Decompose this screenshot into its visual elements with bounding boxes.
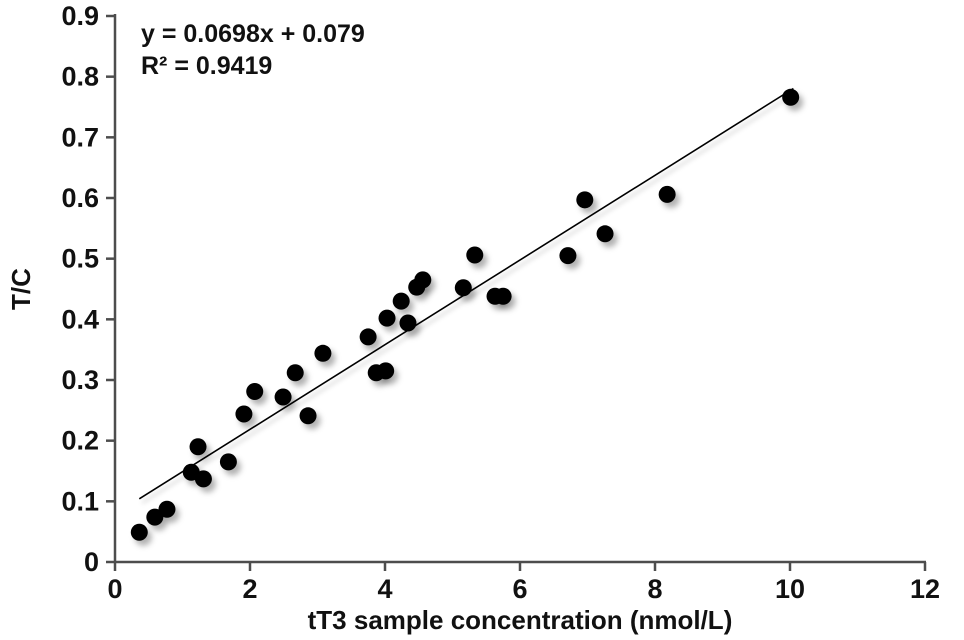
- y-tick-label: 0.4: [61, 304, 99, 334]
- y-tick-label: 0.2: [61, 426, 99, 456]
- data-point: [189, 438, 207, 456]
- data-point: [219, 453, 237, 471]
- data-points: [130, 88, 800, 541]
- r-squared-text: R² = 0.9419: [141, 52, 272, 80]
- data-point: [576, 191, 594, 209]
- x-tick-label: 8: [647, 574, 662, 604]
- y-tick-label: 0.8: [61, 62, 99, 92]
- tick-labels: 0 2 4 6 8 10 12 0 0.1 0.2 0.3 0.4 0.5 0.6 0.7 0.8 0.9: [61, 1, 940, 604]
- x-tick-label: 2: [242, 574, 257, 604]
- y-tick-label: 0.9: [61, 1, 99, 31]
- y-tick-label: 0.6: [61, 183, 99, 213]
- data-point: [414, 271, 432, 289]
- data-point: [399, 314, 417, 332]
- data-point: [146, 508, 164, 526]
- data-point: [274, 388, 292, 406]
- data-point: [782, 88, 800, 106]
- data-point: [377, 362, 395, 380]
- data-point: [286, 364, 304, 382]
- y-tick-label: 0.1: [61, 486, 99, 516]
- regression-equation-text: y = 0.0698x + 0.079: [141, 20, 365, 48]
- data-point: [658, 185, 676, 203]
- data-point: [378, 309, 396, 327]
- data-point: [130, 523, 148, 541]
- x-tick-label: 4: [377, 574, 392, 604]
- data-point: [596, 225, 614, 243]
- x-tick-label: 0: [107, 574, 122, 604]
- x-tick-label: 12: [910, 574, 940, 604]
- x-axis-title: tT3 sample concentration (nmol/L): [308, 605, 733, 635]
- data-point: [494, 287, 512, 305]
- data-point: [392, 292, 410, 310]
- y-tick-label: 0: [84, 547, 99, 577]
- data-point: [466, 246, 484, 264]
- data-point: [314, 344, 332, 362]
- data-point: [359, 328, 377, 346]
- data-point: [246, 383, 264, 401]
- y-tick-label: 0.7: [61, 122, 99, 152]
- data-point: [299, 407, 317, 425]
- data-point: [158, 500, 176, 518]
- data-point: [559, 247, 577, 265]
- axes: [106, 14, 927, 571]
- data-point: [235, 405, 253, 423]
- data-point: [454, 279, 472, 297]
- x-tick-label: 10: [775, 574, 805, 604]
- x-tick-label: 6: [512, 574, 527, 604]
- y-tick-label: 0.3: [61, 365, 99, 395]
- data-point: [194, 470, 212, 488]
- y-axis-title: T/C: [6, 268, 36, 310]
- y-tick-label: 0.5: [61, 244, 99, 274]
